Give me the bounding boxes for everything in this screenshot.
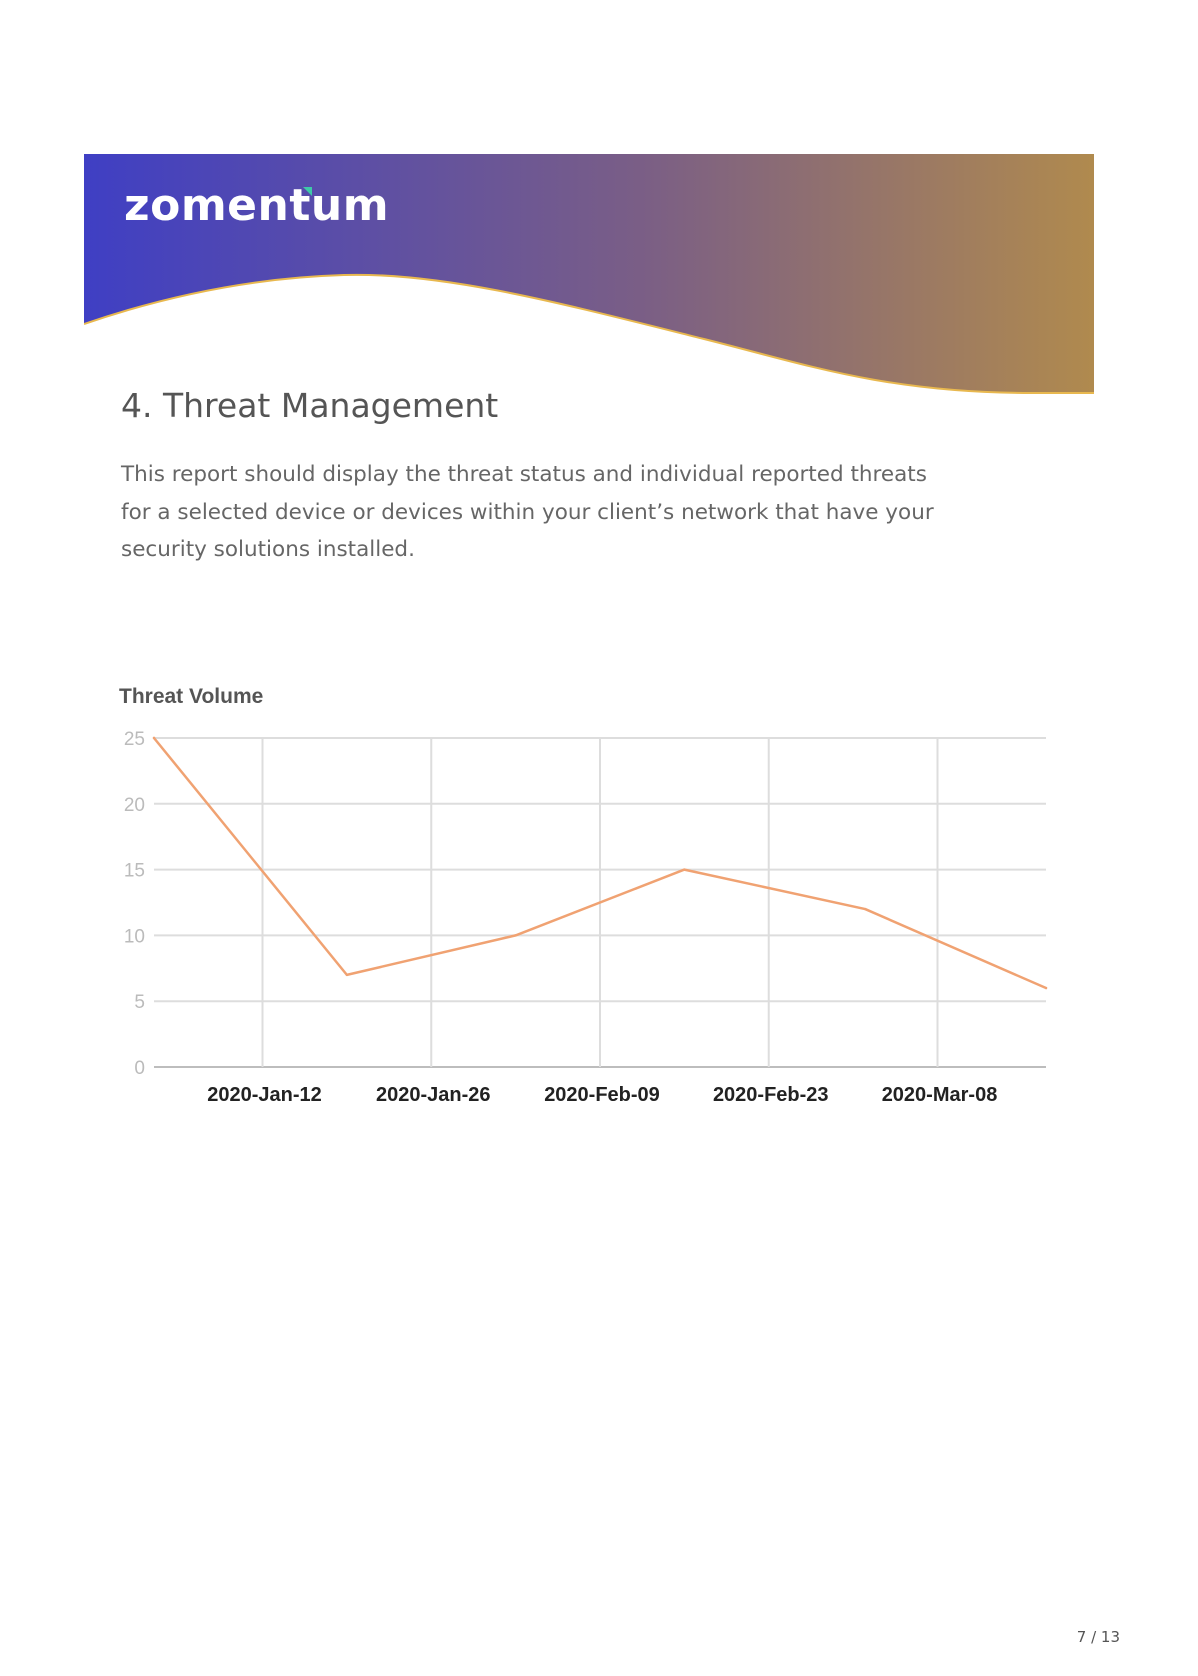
x-tick-label: 2020-Jan-12 xyxy=(207,1084,322,1106)
header-banner: zomentum xyxy=(84,154,1094,396)
banner-wave-line xyxy=(84,273,1094,394)
x-tick-label: 2020-Jan-26 xyxy=(376,1084,491,1106)
y-tick-label: 20 xyxy=(124,795,145,816)
y-tick-label: 15 xyxy=(124,861,145,882)
banner-shape xyxy=(84,154,1094,393)
y-tick-label: 0 xyxy=(134,1058,145,1079)
data-point-5 xyxy=(1044,986,1048,990)
data-point-1 xyxy=(345,973,349,977)
x-tick-label: 2020-Mar-08 xyxy=(882,1084,998,1106)
x-tick-label: 2020-Feb-09 xyxy=(544,1084,660,1106)
y-tick-label: 10 xyxy=(124,926,145,947)
y-tick-label: 5 xyxy=(134,992,145,1013)
section-description: This report should display the threat st… xyxy=(121,462,934,562)
data-point-0 xyxy=(152,736,156,740)
data-point-2 xyxy=(514,934,517,937)
logo-accent-icon xyxy=(303,187,312,196)
page-number: 7 / 13 xyxy=(1076,1628,1120,1646)
y-tick-label: 25 xyxy=(124,729,145,750)
x-tick-label: 2020-Feb-23 xyxy=(713,1084,829,1106)
data-point-4 xyxy=(863,907,867,911)
chart-title: Threat Volume xyxy=(119,685,264,708)
zomentum-logo: zomentum xyxy=(124,180,390,231)
banner-background xyxy=(84,154,1094,394)
data-point-3 xyxy=(683,868,686,871)
series-line-threats xyxy=(152,736,1048,990)
section-title: 4. Threat Management xyxy=(121,386,499,425)
